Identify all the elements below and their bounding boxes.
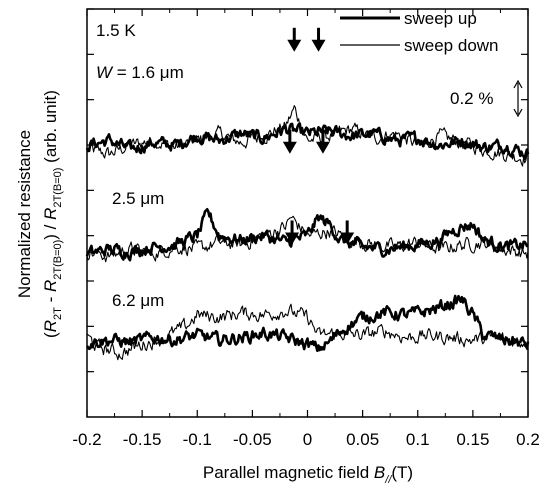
peak-arrows — [282, 27, 355, 245]
x-tick-label: -0.15 — [123, 430, 162, 449]
scale-bar — [513, 79, 523, 118]
x-tick-label: -0.05 — [233, 430, 272, 449]
width-label-1-6: W = 1.6 μm — [96, 63, 184, 82]
y-ticks — [87, 8, 528, 373]
arrow-head — [285, 232, 300, 245]
curves — [85, 105, 530, 361]
legend: sweep up sweep down — [340, 9, 499, 55]
series-line-sweep-down-panel-2 — [86, 215, 529, 263]
arrow-head — [315, 141, 330, 154]
x-axis-title: Parallel magnetic field B//(T) — [203, 463, 413, 486]
arrow-head — [340, 232, 355, 245]
x-tick-label: 0.1 — [406, 430, 430, 449]
width-label-2-5: 2.5 μm — [112, 189, 164, 208]
series-line-sweep-up-panel-2 — [85, 208, 529, 262]
legend-label-sweep-down: sweep down — [404, 36, 499, 55]
x-tick-label: -0.2 — [72, 430, 101, 449]
x-tick-label: 0.2 — [516, 430, 540, 449]
y-axis-title-line1: Normalized resistance — [15, 130, 34, 298]
arrow-head — [311, 39, 326, 52]
series-line-sweep-up-panel-1 — [85, 122, 530, 161]
series-line-sweep-down-panel-1 — [86, 105, 529, 167]
x-tick-label: 0.15 — [456, 430, 489, 449]
x-ticks: -0.2 -0.15 -0.1 -0.05 0 0.05 0.1 0.15 0.2 — [72, 9, 540, 449]
scale-bar-label: 0.2 % — [450, 89, 493, 108]
y-axis-title-line2: (R2T - R2T(B=0)) / R2T(B=0) (arb. unit) — [41, 90, 64, 338]
arrow-head — [287, 39, 302, 52]
series-line-sweep-up-panel-3 — [86, 294, 530, 353]
arrow-head — [282, 141, 297, 154]
x-tick-label: 0 — [303, 430, 312, 449]
width-label-6-2: 6.2 μm — [112, 291, 164, 310]
y-axis-title: Normalized resistance (R2T - R2T(B=0)) /… — [15, 90, 64, 338]
series-line-sweep-down-panel-3 — [86, 303, 529, 361]
legend-label-sweep-up: sweep up — [404, 9, 477, 28]
x-tick-label: 0.05 — [346, 430, 379, 449]
x-tick-label: -0.1 — [183, 430, 212, 449]
temperature-label: 1.5 K — [96, 21, 136, 40]
